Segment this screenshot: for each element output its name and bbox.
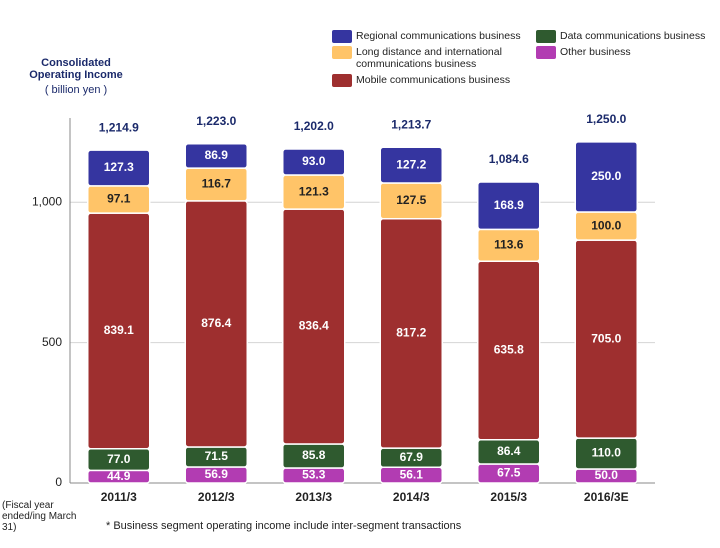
legend-label: Mobile communications business	[356, 74, 511, 86]
legend-label: Long distance and international communic…	[356, 46, 502, 70]
data-label: 50.0	[595, 468, 619, 482]
legend-label: Data communications business	[560, 30, 706, 42]
bar-segment	[184, 142, 248, 169]
data-label: 44.9	[107, 469, 131, 483]
bar-segment	[477, 181, 541, 231]
data-label: 97.1	[107, 192, 131, 206]
data-label: 817.2	[396, 326, 426, 340]
footnote: * Business segment operating income incl…	[106, 520, 462, 532]
data-label: 876.4	[201, 316, 231, 330]
legend-swatch	[536, 30, 556, 43]
legend-swatch	[332, 74, 352, 87]
legend-swatch	[332, 46, 352, 59]
legend-item: Mobile communications business	[332, 74, 522, 87]
data-label: 71.5	[205, 449, 229, 463]
total-label: 1,202.0	[294, 119, 334, 133]
total-label: 1,214.9	[99, 120, 139, 134]
data-label: 67.9	[400, 450, 424, 464]
total-label: 1,250.0	[586, 112, 626, 126]
x-tick-label: 2014/3	[393, 490, 430, 504]
data-label: 56.9	[205, 467, 229, 481]
data-label: 168.9	[494, 198, 524, 212]
x-tick-label: 2015/3	[490, 490, 527, 504]
data-label: 93.0	[302, 154, 326, 168]
legend-label: Regional communications business	[356, 30, 521, 42]
data-label: 67.5	[497, 466, 521, 480]
data-label: 839.1	[104, 323, 134, 337]
data-label: 635.8	[494, 343, 524, 357]
data-label: 53.3	[302, 468, 326, 482]
bar-segment	[282, 148, 346, 176]
data-label: 56.1	[400, 467, 424, 481]
y-tick-label: 1,000	[32, 194, 62, 208]
data-label: 100.0	[591, 218, 621, 232]
data-label: 113.6	[494, 238, 524, 252]
legend-item: Regional communications business	[332, 30, 522, 43]
data-label: 127.2	[396, 157, 426, 171]
total-label: 1,223.0	[196, 114, 236, 128]
data-label: 85.8	[302, 448, 326, 462]
y-tick-label: 500	[42, 335, 62, 349]
total-label: 1,213.7	[391, 117, 431, 131]
x-tick-label: 2016/3E	[584, 490, 629, 504]
y-tick-label: 0	[55, 475, 62, 489]
data-label: 705.0	[591, 331, 621, 345]
data-label: 127.3	[104, 160, 134, 174]
x-tick-label: 2012/3	[198, 490, 235, 504]
data-label: 86.4	[497, 444, 521, 458]
legend-label: Other business	[560, 46, 631, 58]
legend-item: Other business	[536, 46, 676, 59]
data-label: 836.4	[299, 319, 329, 333]
x-note: (Fiscal year ended/ing March 31)	[2, 500, 77, 533]
total-label: 1,084.6	[489, 152, 529, 166]
x-tick-label: 2013/3	[295, 490, 332, 504]
y-axis-title: Consolidated Operating Income	[29, 57, 123, 81]
data-label: 250.0	[591, 169, 621, 183]
legend-swatch	[536, 46, 556, 59]
data-label: 77.0	[107, 452, 131, 466]
bar-segment	[87, 149, 151, 187]
data-label: 127.5	[396, 193, 426, 207]
data-label: 121.3	[299, 184, 329, 198]
legend-item: Data communications business	[536, 30, 716, 43]
y-axis-unit: ( billion yen )	[44, 84, 108, 96]
data-label: 110.0	[592, 446, 622, 460]
bar-segment	[379, 146, 443, 184]
data-label: 116.7	[202, 177, 232, 191]
data-label: 86.9	[205, 148, 229, 162]
legend-swatch	[332, 30, 352, 43]
x-tick-label: 2011/3	[101, 490, 137, 504]
bar-segment	[574, 141, 638, 213]
legend-item: Long distance and international communic…	[332, 46, 522, 70]
